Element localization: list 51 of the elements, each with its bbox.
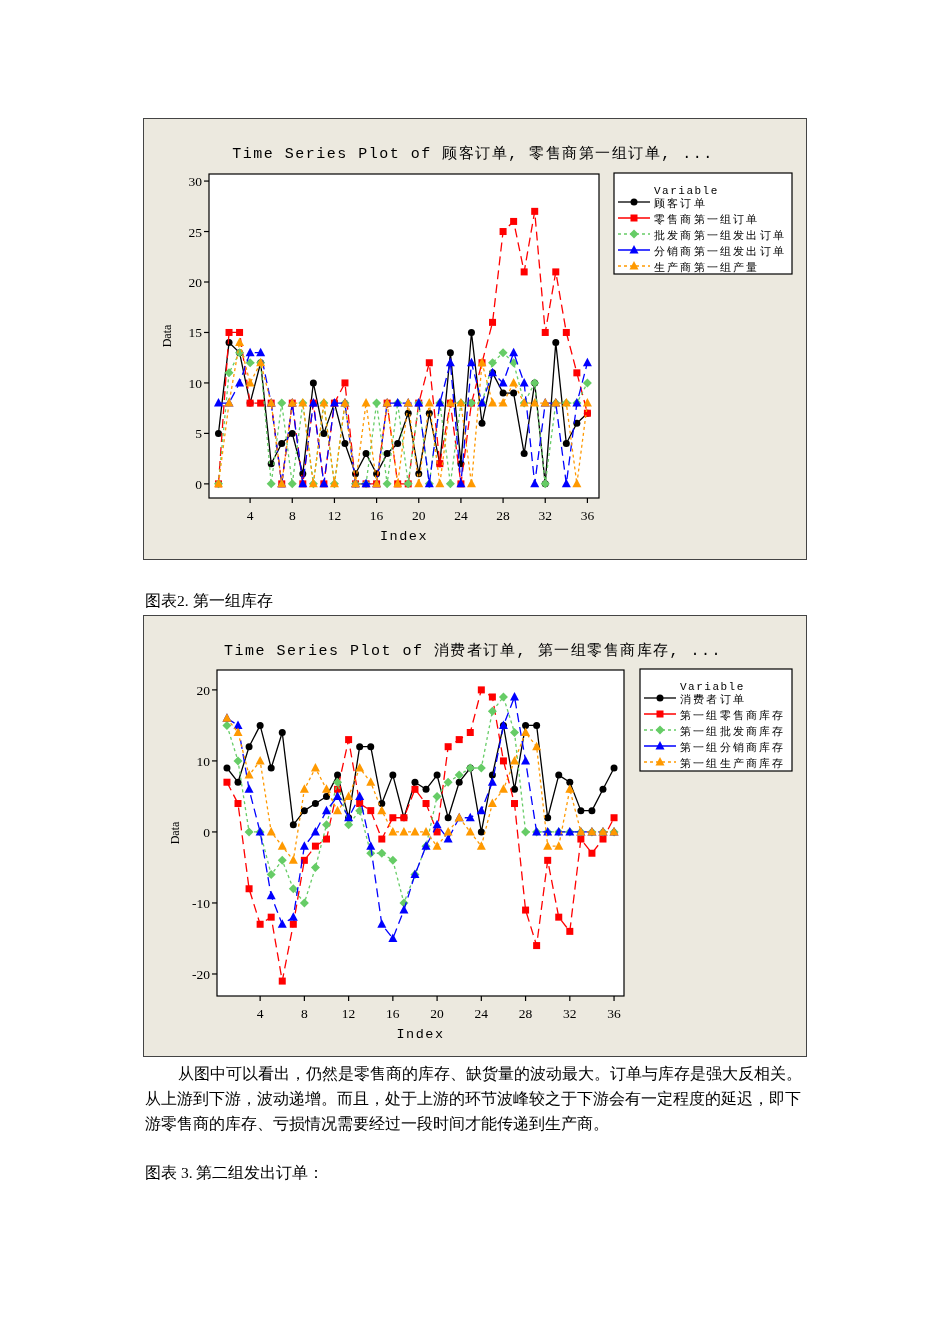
y-tick-label: 15: [188, 325, 203, 341]
y-tick-label: 10: [196, 753, 211, 769]
x-tick-label: 16: [386, 1006, 400, 1021]
legend-label: 分销商第一组发出订单: [654, 245, 786, 257]
legend-label: 第一组分销商库存: [680, 741, 786, 753]
x-tick-label: 32: [563, 1006, 577, 1021]
legend-title: Variable: [654, 185, 719, 197]
chart-title: Time Series Plot of 消费者订单, 第一组零售商库存, ...: [223, 642, 723, 660]
x-tick-label: 28: [496, 508, 511, 523]
x-tick-label: 28: [518, 1006, 533, 1021]
x-tick-label: 4: [246, 508, 254, 523]
x-axis-title: Index: [396, 1027, 445, 1042]
x-axis-title: Index: [379, 529, 429, 544]
y-tick-label: 10: [188, 375, 203, 391]
x-tick-label: 8: [288, 508, 296, 523]
y-tick-label: -10: [192, 895, 211, 911]
y-tick-label: 0: [195, 476, 203, 492]
x-tick-label: 32: [538, 508, 552, 523]
legend-label: 顾客订单: [654, 197, 707, 209]
x-tick-label: 16: [369, 508, 384, 523]
legend-label: 消费者订单: [680, 693, 746, 705]
legend-label: 第一组零售商库存: [680, 709, 786, 721]
x-tick-label: 20: [430, 1006, 445, 1021]
legend-label: 第一组生产商库存: [680, 757, 786, 769]
y-tick-label: 0: [203, 824, 211, 840]
x-tick-label: 24: [454, 508, 468, 523]
text: 图表 3. 第二组发出订单：: [145, 1163, 326, 1183]
legend-label: 批发商第一组发出订单: [654, 229, 786, 241]
y-axis-title: Data: [168, 821, 182, 845]
y-tick-label: 5: [195, 426, 203, 442]
y-tick-label: -20: [192, 966, 211, 982]
text: 从图中可以看出，仍然是零售商的库存、缺货量的波动最大。订单与库存是强大反相关。从上游到下游，波动递增。而且，处于上游的环节波峰较之于下游会有一定程度的延迟，即下游零售商的库存、亏损情况需要经过一段时间才能传递到生产商。: [145, 1064, 803, 1134]
y-tick-label: 20: [188, 275, 203, 290]
text: 图表2. 第一组库存: [145, 591, 274, 611]
x-tick-label: 36: [580, 508, 595, 523]
legend-label: 第一组批发商库存: [680, 725, 786, 737]
y-tick-label: 20: [196, 682, 211, 698]
x-tick-label: 12: [327, 508, 342, 523]
legend-title: Variable: [680, 681, 745, 693]
x-tick-label: 20: [412, 508, 426, 523]
legend-label: 生产商第一组产量: [654, 261, 760, 273]
x-tick-label: 24: [474, 1006, 489, 1021]
y-tick-label: 30: [188, 174, 203, 190]
x-tick-label: 8: [301, 1006, 308, 1021]
y-tick-label: 25: [188, 224, 203, 240]
x-tick-label: 36: [607, 1006, 622, 1021]
legend-label: 零售商第一组订单: [654, 213, 760, 225]
x-tick-label: 4: [256, 1006, 264, 1021]
chart-title: Time Series Plot of 顾客订单, 零售商第一组订单, ...: [232, 145, 714, 163]
y-axis-title: Data: [160, 324, 174, 348]
x-tick-label: 12: [341, 1006, 356, 1021]
